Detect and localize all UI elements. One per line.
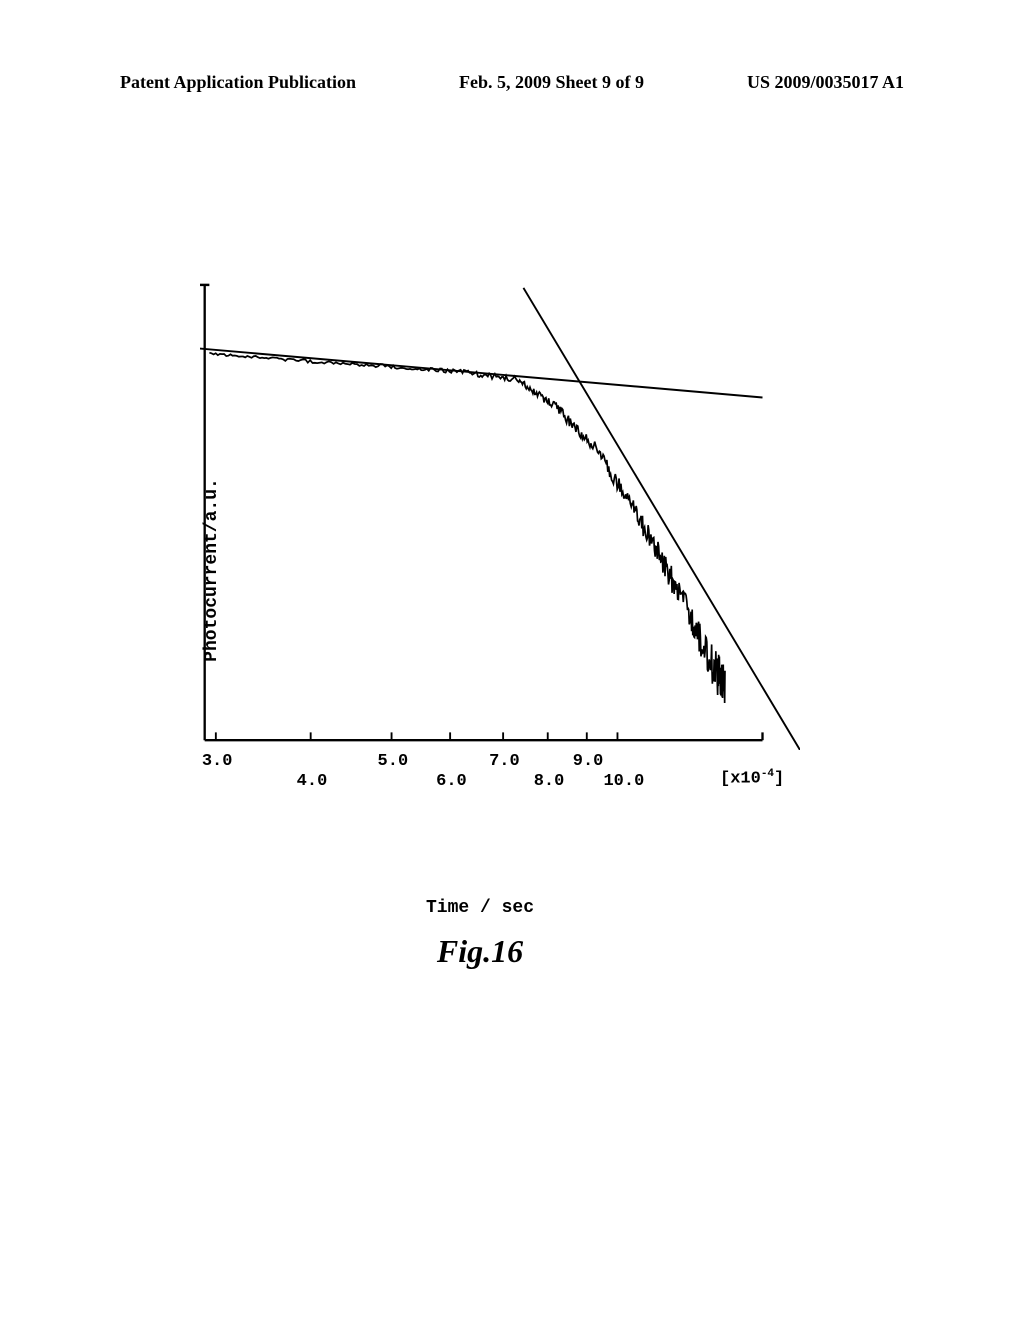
- x-tick-label: 10.0: [603, 772, 644, 791]
- header-left: Patent Application Publication: [120, 72, 356, 93]
- chart-container: Photocurrent/a.u. 3.04.05.06.07.08.09.01…: [140, 280, 820, 860]
- x-multiplier: [x10-4]: [720, 768, 784, 789]
- x-tick-label: 8.0: [534, 772, 565, 791]
- header-center: Feb. 5, 2009 Sheet 9 of 9: [459, 72, 644, 93]
- page-header: Patent Application Publication Feb. 5, 2…: [0, 72, 1024, 93]
- x-tick-label: 3.0: [202, 752, 233, 771]
- x-tick-label: 6.0: [436, 772, 467, 791]
- x-tick-label: 7.0: [489, 752, 520, 771]
- figure-label: Fig.16: [437, 933, 523, 970]
- x-tick-label: 4.0: [297, 772, 328, 791]
- x-axis-label: Time / sec: [426, 898, 534, 918]
- x-tick-label: 9.0: [573, 752, 604, 771]
- x-tick-label: 5.0: [378, 752, 409, 771]
- chart-plot: [200, 280, 800, 750]
- header-right: US 2009/0035017 A1: [747, 72, 904, 93]
